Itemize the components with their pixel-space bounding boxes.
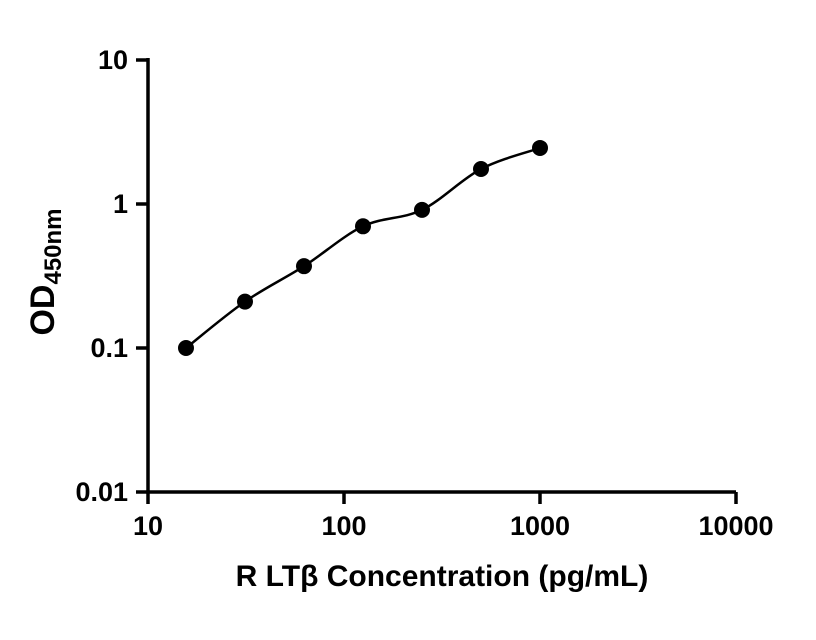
data-point-marker <box>413 201 430 218</box>
x-tick-label: 1000 <box>510 511 570 541</box>
data-point-marker <box>532 139 548 156</box>
y-axis-label-subscript: 450nm <box>40 208 67 285</box>
x-axis-label: R LTβ Concentration (pg/mL) <box>235 560 649 593</box>
y-tick-label: 10 <box>98 45 128 75</box>
data-point-marker <box>472 161 489 178</box>
data-point-marker <box>177 340 194 356</box>
axes-spines <box>146 58 736 494</box>
fit-curve <box>185 146 541 349</box>
data-point-marker <box>354 218 371 235</box>
x-tick-label: 10 <box>133 511 163 541</box>
x-tick-label: 10000 <box>698 511 773 541</box>
data-point-marker <box>236 293 253 310</box>
data-point-marker <box>295 258 312 275</box>
y-axis-label-main: OD <box>24 284 62 336</box>
y-tick-label: 0.01 <box>75 477 128 507</box>
y-tick-label: 0.1 <box>90 333 128 363</box>
x-tick-label: 100 <box>321 511 366 541</box>
y-tick-label: 1 <box>113 189 128 219</box>
y-axis-label: OD450nm <box>24 208 68 335</box>
